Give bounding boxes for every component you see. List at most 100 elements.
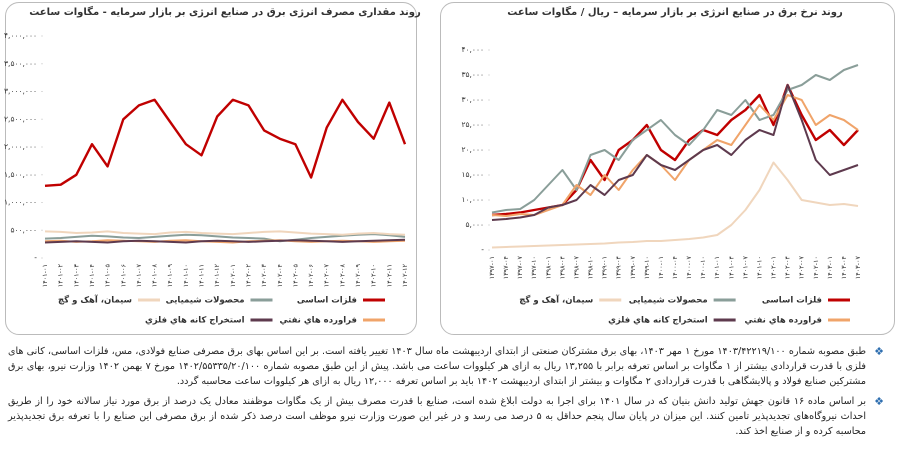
y-tick-label: ۱,۰۰۰,۰۰۰ xyxy=(4,198,37,207)
x-tick-label: ۱۳۹۷-۰۷ xyxy=(516,255,524,279)
x-tick-label: ۱۴۰۳-۰۱ xyxy=(826,256,834,279)
y-tick-label: - xyxy=(481,245,484,254)
x-tick-label: ۱۴۰۱-۰۳ xyxy=(72,263,80,287)
x-tick-label: ۱۴۰۰-۰۴ xyxy=(671,255,679,279)
y-tick-label: ۵,۰۰۰ xyxy=(466,220,485,229)
x-tick-label: ۱۴۰۲-۱۰ xyxy=(812,256,820,279)
x-tick-label: ۱۴۰۰-۰۱ xyxy=(657,256,665,279)
x-tick-label: ۱۴۰۱-۰۱ xyxy=(41,264,49,287)
y-tick-label: ۱,۵۰۰,۰۰۰ xyxy=(4,170,37,179)
x-tick-label: ۱۴۰۲-۰۵ xyxy=(291,263,299,287)
x-tick-label: ۱۴۰۰-۱۰ xyxy=(699,256,707,279)
bullet-icon: ❖ xyxy=(874,395,884,408)
x-tick-label: ۱۳۹۹-۰۷ xyxy=(629,255,637,279)
x-tick-label: ۱۴۰۲-۱۱ xyxy=(385,264,393,287)
x-tick-label: ۱۴۰۲-۰۱ xyxy=(229,264,237,287)
y-tick-label: ۲,۵۰۰,۰۰۰ xyxy=(4,114,37,123)
x-tick-label: ۱۴۰۳-۰۷ xyxy=(854,255,862,279)
x-tick-label: ۱۴۰۲-۰۳ xyxy=(260,263,268,287)
x-tick-label: ۱۴۰۱-۰۲ xyxy=(57,263,65,287)
x-tick-label: ۱۴۰۱-۰۷ xyxy=(135,263,143,287)
x-tick-label: ۱۳۹۸-۰۱ xyxy=(544,256,552,279)
x-tick-label: ۱۴۰۲-۰۶ xyxy=(307,264,315,287)
x-tick-label: ۱۴۰۰-۰۷ xyxy=(685,255,693,279)
legend-label: سیمان، آهک و گچ xyxy=(58,294,132,306)
x-tick-label: ۱۳۹۸-۰۴ xyxy=(558,255,566,279)
bullet-icon: ❖ xyxy=(874,345,884,358)
x-tick-label: ۱۴۰۱-۱۱ xyxy=(198,264,206,287)
series-line xyxy=(44,233,406,243)
chart-title: روند نرخ برق در صنایع انرژی بر بازار سرم… xyxy=(507,5,843,18)
x-tick-label: ۱۳۹۸-۰۷ xyxy=(572,255,580,279)
x-tick-label: ۱۴۰۲-۰۷ xyxy=(323,263,331,287)
y-tick-label: ۳۰,۰۰۰ xyxy=(461,95,484,104)
y-tick-label: ۵۰۰,۰۰۰ xyxy=(10,225,37,234)
y-tick-label: ۲,۰۰۰,۰۰۰ xyxy=(4,142,37,151)
x-tick-label: ۱۴۰۱-۱۰ xyxy=(755,256,763,279)
note: ❖ طبق مصوبه شماره ۱۴۰۳/۴۲۲۱۹/۱۰۰ مورخ ۱ م… xyxy=(8,344,886,389)
y-tick-label: - xyxy=(34,253,37,262)
note: ❖ بر اساس ماده ۱۶ قانون جهش تولید دانش بن… xyxy=(8,394,886,439)
x-tick-label: ۱۴۰۲-۱۰ xyxy=(370,264,378,287)
legend-label: استخراج کانه هاي فلزي xyxy=(608,316,708,326)
legend-label: محصولات شیمیایی xyxy=(629,296,708,306)
x-tick-label: ۱۴۰۲-۰۱ xyxy=(770,256,778,279)
y-tick-label: ۴۰,۰۰۰ xyxy=(461,45,484,54)
x-tick-label: ۱۳۹۷-۱۰ xyxy=(530,256,538,279)
y-tick-label: ۴,۰۰۰,۰۰۰ xyxy=(4,31,37,40)
legend-label: فلزات اساسی xyxy=(297,296,357,306)
legend-label: محصولات شیمیایی xyxy=(166,296,245,306)
legend-label: فلزات اساسی xyxy=(762,296,822,306)
x-tick-label: ۱۴۰۲-۰۷ xyxy=(798,255,806,279)
legend-label: استخراج کانه هاي فلزي xyxy=(145,316,245,326)
x-tick-label: ۱۴۰۳-۰۴ xyxy=(840,255,848,279)
y-tick-label: ۱۰,۰۰۰ xyxy=(461,195,484,204)
x-tick-label: ۱۴۰۱-۱۲ xyxy=(213,263,221,287)
y-tick-label: ۳,۵۰۰,۰۰۰ xyxy=(4,59,37,68)
chart-title: روند مقداری مصرف انرژی برق در صنایع انرژ… xyxy=(29,5,421,18)
x-tick-label: ۱۴۰۱-۰۸ xyxy=(151,263,159,287)
x-tick-label: ۱۳۹۹-۰۴ xyxy=(615,255,623,279)
y-tick-label: ۳,۰۰۰,۰۰۰ xyxy=(4,87,37,96)
y-tick-label: ۳۵,۰۰۰ xyxy=(461,70,484,79)
series-line xyxy=(491,94,859,217)
charts: روند مقداری مصرف انرژی برق در صنایع انرژ… xyxy=(4,5,862,326)
y-tick-label: ۲۵,۰۰۰ xyxy=(461,120,484,129)
note-text: طبق مصوبه شماره ۱۴۰۳/۴۲۲۱۹/۱۰۰ مورخ ۱ مه… xyxy=(8,346,867,387)
x-tick-label: ۱۴۰۱-۰۶ xyxy=(119,264,127,287)
y-tick-label: ۱۵,۰۰۰ xyxy=(461,170,484,179)
x-tick-label: ۱۴۰۲-۰۲ xyxy=(244,263,252,287)
x-tick-label: ۱۴۰۱-۰۱ xyxy=(713,256,721,279)
series-line xyxy=(491,64,859,214)
series-line xyxy=(491,84,859,221)
legend-label: فراورده هاي نفتي xyxy=(745,316,823,326)
x-tick-label: ۱۴۰۲-۰۹ xyxy=(354,263,362,287)
x-tick-label: ۱۴۰۲-۱۲ xyxy=(401,263,409,287)
x-tick-label: ۱۴۰۲-۰۴ xyxy=(784,255,792,279)
x-tick-label: ۱۴۰۲-۰۸ xyxy=(338,263,346,287)
x-tick-label: ۱۴۰۱-۰۷ xyxy=(741,255,749,279)
x-tick-label: ۱۴۰۱-۱۰ xyxy=(182,264,190,287)
y-tick-label: ۲۰,۰۰۰ xyxy=(461,145,484,154)
x-tick-label: ۱۴۰۱-۰۴ xyxy=(88,263,96,287)
x-tick-label: ۱۳۹۷-۰۱ xyxy=(488,256,496,279)
series-line xyxy=(491,161,859,249)
note-text: بر اساس ماده ۱۶ قانون جهش تولید دانش بنی… xyxy=(8,396,866,437)
x-tick-label: ۱۳۹۹-۱۰ xyxy=(643,256,651,279)
x-tick-label: ۱۴۰۱-۰۵ xyxy=(104,263,112,287)
x-tick-label: ۱۳۹۹-۰۱ xyxy=(601,256,609,279)
x-tick-label: ۱۴۰۱-۰۴ xyxy=(727,255,735,279)
chart-panel xyxy=(440,2,895,335)
series-line xyxy=(44,238,406,244)
legend-label: فراورده هاي نفتي xyxy=(280,316,358,326)
x-tick-label: ۱۳۹۷-۰۴ xyxy=(502,255,510,279)
legend-label: سیمان، آهک و گچ xyxy=(519,294,593,306)
series-line xyxy=(44,98,407,187)
notes: ❖ طبق مصوبه شماره ۱۴۰۳/۴۲۲۱۹/۱۰۰ مورخ ۱ م… xyxy=(8,344,886,444)
series-line xyxy=(44,230,406,236)
x-tick-label: ۱۳۹۸-۱۰ xyxy=(587,256,595,279)
chart-panel xyxy=(5,2,417,335)
x-tick-label: ۱۴۰۱-۰۹ xyxy=(166,263,174,287)
x-tick-label: ۱۴۰۲-۰۴ xyxy=(276,263,284,287)
